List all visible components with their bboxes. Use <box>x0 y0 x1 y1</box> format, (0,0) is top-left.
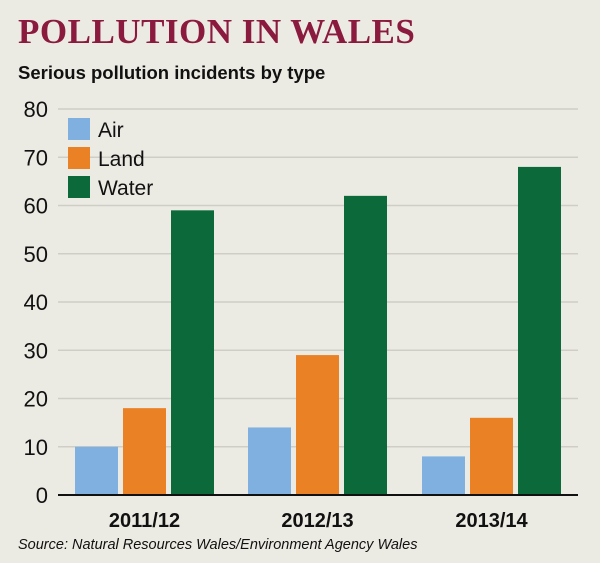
x-tick-label: 2011/12 <box>109 510 180 532</box>
bar-land-2013-14 <box>470 417 513 495</box>
legend-swatch-air <box>68 118 90 140</box>
chart-subtitle: Serious pollution incidents by type <box>18 62 326 83</box>
legend-label-land: Land <box>98 148 145 171</box>
legend-swatch-land <box>68 147 90 169</box>
bar-water-2013-14 <box>518 166 561 495</box>
bar-air-2013-14 <box>422 456 465 495</box>
y-tick-label: 50 <box>24 242 48 267</box>
x-tick-label: 2013/14 <box>455 510 528 532</box>
y-tick-label: 10 <box>24 435 48 460</box>
y-tick-label: 0 <box>36 483 48 508</box>
chart-title: POLLUTION IN WALES <box>18 12 416 51</box>
y-tick-label: 30 <box>24 338 48 363</box>
legend-swatch-water <box>68 176 90 198</box>
y-tick-label: 80 <box>24 97 48 122</box>
legend-label-water: Water <box>98 177 153 200</box>
legend-label-air: Air <box>98 119 124 142</box>
bar-land-2012-13 <box>296 355 339 495</box>
source-note: Source: Natural Resources Wales/Environm… <box>18 537 418 553</box>
y-tick-label: 40 <box>24 290 48 315</box>
y-tick-label: 70 <box>24 145 48 170</box>
bar-air-2011-12 <box>75 446 118 495</box>
x-tick-label: 2012/13 <box>281 510 353 532</box>
y-tick-label: 60 <box>24 194 48 219</box>
bar-land-2011-12 <box>123 408 166 495</box>
y-tick-label: 20 <box>24 387 48 412</box>
bar-air-2012-13 <box>248 427 291 495</box>
bar-water-2011-12 <box>171 210 214 495</box>
bar-water-2012-13 <box>344 195 387 495</box>
